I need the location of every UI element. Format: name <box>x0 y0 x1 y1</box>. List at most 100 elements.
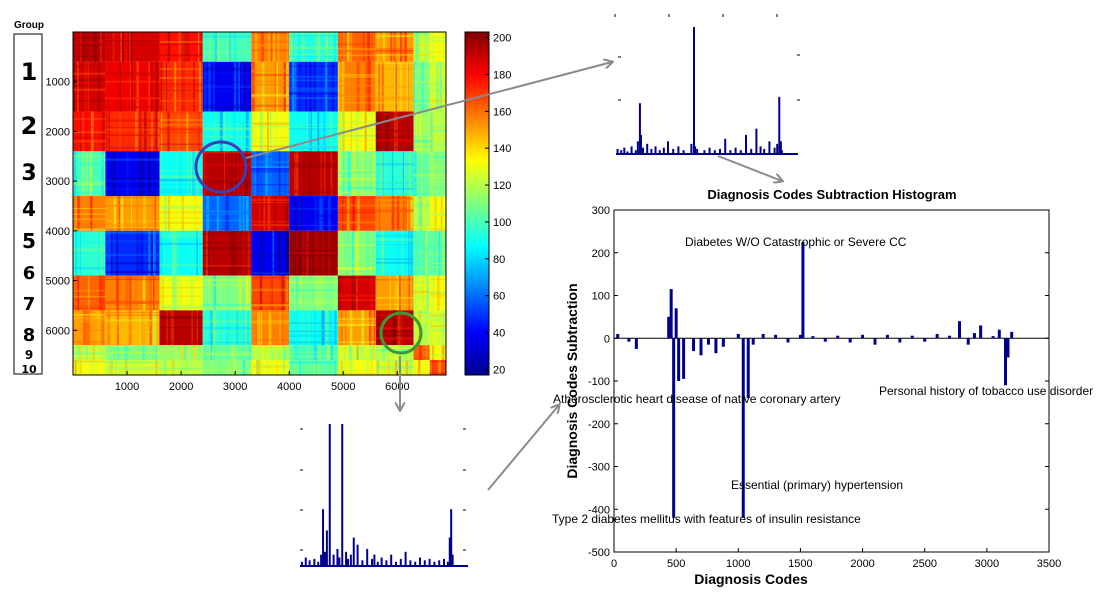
heatmap-texture <box>242 275 245 311</box>
heatmap-texture <box>105 135 160 137</box>
heatmap-texture <box>309 61 312 112</box>
heatmap-texture <box>184 345 187 361</box>
heatmap-texture <box>105 271 160 274</box>
heatmap-texture <box>251 192 290 194</box>
heatmap-texture <box>337 276 376 279</box>
heatmap-texture <box>128 32 131 62</box>
heatmap-texture <box>429 263 446 265</box>
heatmap-texture <box>378 61 381 112</box>
heatmap-texture <box>375 360 414 362</box>
heatmap-texture <box>251 268 290 271</box>
heatmap-texture <box>110 32 113 62</box>
heatmap-texture <box>337 113 376 116</box>
heatmap-texture <box>289 219 338 221</box>
heatmap-texture <box>238 196 242 231</box>
heatmap-texture <box>202 242 252 244</box>
heatmap-texture <box>397 230 400 276</box>
heatmap-texture <box>251 261 290 264</box>
heatmap-block <box>251 61 290 112</box>
heatmap-texture <box>192 151 195 197</box>
heatmap-texture <box>318 345 322 361</box>
heatmap-texture <box>394 111 396 152</box>
heatmap-texture <box>164 360 166 375</box>
heatmap-texture <box>159 287 203 289</box>
bottom-histogram-bar <box>428 558 431 566</box>
heatmap-texture <box>73 85 106 87</box>
heatmap-texture <box>337 122 376 125</box>
heatmap-texture <box>73 329 106 332</box>
heatmap-texture <box>289 189 338 192</box>
heatmap-texture <box>263 196 265 231</box>
heatmap-texture <box>413 277 430 279</box>
heatmap-block <box>429 230 446 276</box>
heatmap-texture <box>183 32 186 62</box>
heatmap-block <box>337 196 376 231</box>
heatmap-texture <box>314 230 318 276</box>
heatmap-texture <box>405 196 408 231</box>
heatmap-texture <box>129 32 133 62</box>
heatmap-texture <box>263 345 266 361</box>
colorbar-tick-label: 20 <box>493 364 505 376</box>
heatmap-texture <box>136 61 139 112</box>
heatmap-texture <box>350 310 353 346</box>
heatmap-texture <box>401 32 404 62</box>
main-histogram-bar <box>706 338 710 345</box>
heatmap-texture <box>320 275 323 311</box>
heatmap-texture <box>337 102 376 104</box>
heatmap-texture <box>441 310 444 346</box>
heatmap-texture <box>202 284 252 286</box>
heatmap-texture <box>347 360 350 375</box>
heatmap-texture <box>312 230 315 276</box>
heatmap-texture <box>80 345 83 361</box>
heatmap-texture <box>73 321 106 323</box>
heatmap-texture <box>352 151 356 197</box>
heatmap-texture <box>429 126 446 128</box>
heatmap-texture <box>105 345 108 361</box>
heatmap-texture <box>389 345 392 361</box>
heatmap-texture <box>375 296 414 299</box>
heatmap-texture <box>268 310 272 346</box>
heatmap-texture <box>394 61 396 112</box>
heatmap-texture <box>200 345 202 361</box>
heatmap-texture <box>270 32 273 62</box>
heatmap-texture <box>289 32 338 35</box>
heatmap-texture <box>337 279 376 282</box>
heatmap-texture <box>387 111 390 152</box>
bottom-histogram-bar <box>446 561 449 566</box>
heatmap-texture <box>409 360 411 375</box>
heatmap-texture <box>317 32 320 62</box>
heatmap-texture <box>251 125 290 128</box>
heatmap-texture <box>108 230 111 276</box>
heatmap-texture <box>151 151 155 197</box>
heatmap-texture <box>417 360 421 375</box>
heatmap-texture <box>159 348 203 352</box>
heatmap-texture <box>327 230 331 276</box>
heatmap-texture <box>337 293 376 295</box>
heatmap-texture <box>289 330 338 333</box>
heatmap-texture <box>126 32 129 62</box>
heatmap-texture <box>298 275 302 311</box>
top-histogram-bar <box>763 148 766 154</box>
heatmap-texture <box>159 203 203 206</box>
heatmap-texture <box>375 138 414 141</box>
heatmap-texture <box>208 230 211 276</box>
bottom-histogram-bar <box>373 554 376 566</box>
heatmap-texture <box>429 181 446 183</box>
heatmap-texture <box>105 74 160 76</box>
heatmap-texture <box>199 61 202 112</box>
heatmap-texture <box>166 275 169 311</box>
heatmap-block <box>251 345 290 361</box>
heatmap-texture <box>337 170 376 172</box>
heatmap-texture <box>89 151 93 197</box>
heatmap-texture <box>73 277 106 280</box>
heatmap-texture <box>251 104 290 107</box>
heatmap-texture <box>159 265 203 267</box>
heatmap-texture <box>251 220 290 223</box>
heatmap-texture <box>340 310 343 346</box>
heatmap-texture <box>413 166 430 169</box>
heatmap-texture <box>105 301 160 304</box>
arrow-bottom-histogram-to-main <box>487 405 559 491</box>
heatmap-texture <box>439 61 443 112</box>
main-histogram-bar <box>997 329 1001 339</box>
heatmap-texture <box>230 360 232 375</box>
